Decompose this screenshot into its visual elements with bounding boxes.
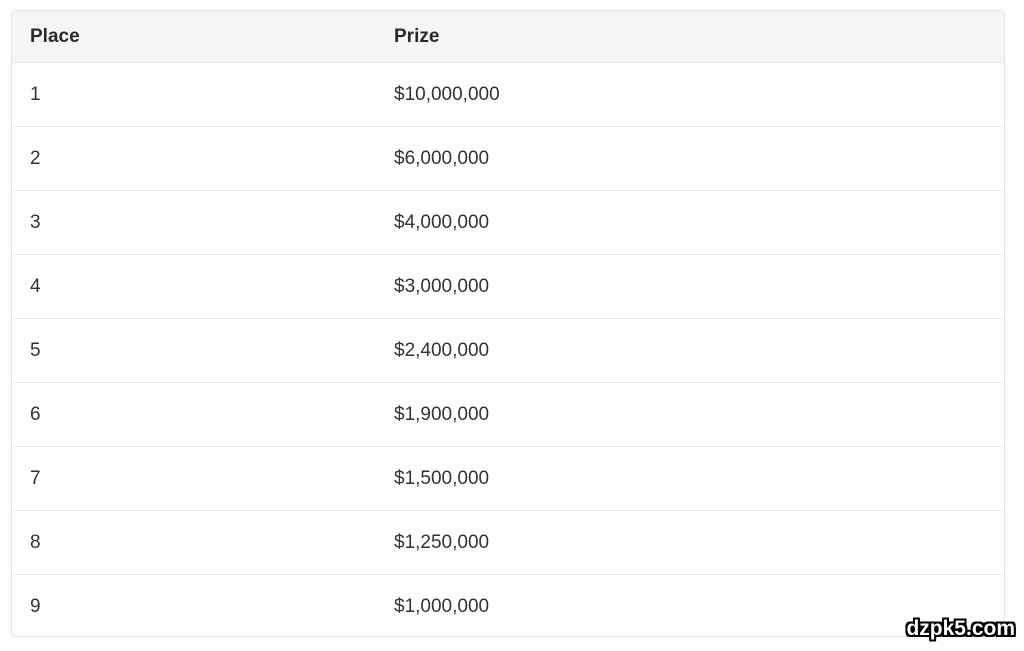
place-cell: 7 xyxy=(12,446,376,511)
table-header-row: Place Prize xyxy=(12,11,1004,63)
place-cell: 1 xyxy=(12,62,376,127)
header-place: Place xyxy=(12,11,376,63)
table-row: 5 $2,400,000 xyxy=(12,318,1004,383)
table-row: 7 $1,500,000 xyxy=(12,446,1004,511)
place-cell: 6 xyxy=(12,382,376,447)
place-cell: 8 xyxy=(12,510,376,575)
place-cell: 4 xyxy=(12,254,376,319)
prize-cell: $1,000,000 xyxy=(376,574,1004,636)
table-row: 6 $1,900,000 xyxy=(12,382,1004,447)
table-row: 2 $6,000,000 xyxy=(12,126,1004,191)
table-row: 9 $1,000,000 xyxy=(12,574,1004,636)
table-row: 3 $4,000,000 xyxy=(12,190,1004,255)
table-row: 1 $10,000,000 xyxy=(12,62,1004,127)
place-cell: 9 xyxy=(12,574,376,636)
prize-cell: $1,500,000 xyxy=(376,446,1004,511)
place-cell: 3 xyxy=(12,190,376,255)
table-row: 8 $1,250,000 xyxy=(12,510,1004,575)
watermark: dzpk5.com xyxy=(906,617,1015,640)
prize-table: Place Prize 1 $10,000,000 2 $6,000,000 3 $4,0… xyxy=(12,11,1004,636)
prize-cell: $1,250,000 xyxy=(376,510,1004,575)
prize-cell: $6,000,000 xyxy=(376,126,1004,191)
prize-cell: $10,000,000 xyxy=(376,62,1004,127)
prize-cell: $4,000,000 xyxy=(376,190,1004,255)
prize-table-container: Place Prize 1 $10,000,000 2 $6,000,000 3 $4,0… xyxy=(11,10,1005,637)
table-row: 4 $3,000,000 xyxy=(12,254,1004,319)
header-prize: Prize xyxy=(376,11,1004,63)
prize-cell: $3,000,000 xyxy=(376,254,1004,319)
prize-cell: $2,400,000 xyxy=(376,318,1004,383)
prize-cell: $1,900,000 xyxy=(376,382,1004,447)
place-cell: 5 xyxy=(12,318,376,383)
place-cell: 2 xyxy=(12,126,376,191)
